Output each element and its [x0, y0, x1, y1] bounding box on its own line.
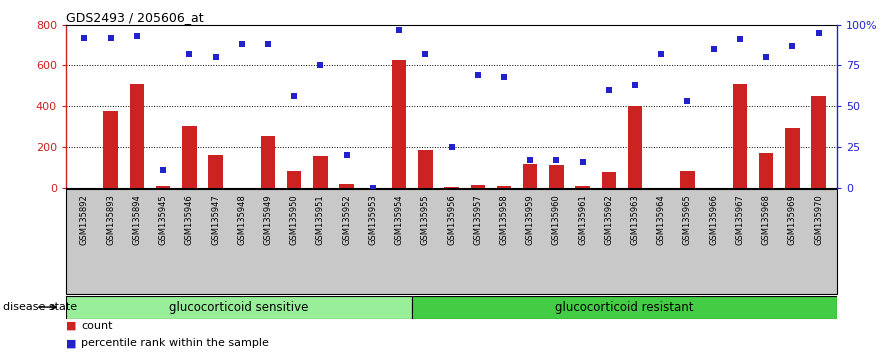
Text: GSM135894: GSM135894	[132, 195, 141, 245]
Point	[497, 74, 511, 80]
Text: GSM135952: GSM135952	[342, 195, 352, 245]
Bar	[261, 136, 275, 188]
Bar	[314, 156, 328, 188]
Text: GSM135957: GSM135957	[473, 195, 482, 245]
Point	[470, 73, 485, 78]
Point	[156, 167, 170, 172]
Text: GSM135947: GSM135947	[211, 195, 220, 245]
Point	[550, 157, 564, 163]
Text: glucocorticoid sensitive: glucocorticoid sensitive	[169, 301, 308, 314]
Point	[366, 185, 380, 190]
Text: GSM135892: GSM135892	[80, 195, 89, 245]
Bar	[66, 296, 411, 319]
Text: GSM135961: GSM135961	[578, 195, 587, 245]
Text: GSM135963: GSM135963	[631, 195, 640, 245]
Bar	[759, 153, 774, 188]
Text: GSM135950: GSM135950	[290, 195, 299, 245]
Point	[575, 159, 589, 164]
Text: disease state: disease state	[3, 302, 77, 312]
Point	[314, 63, 328, 68]
Bar	[392, 61, 406, 188]
Bar	[680, 171, 695, 188]
Text: GSM135951: GSM135951	[316, 195, 325, 245]
Point	[785, 43, 799, 49]
Bar	[733, 84, 747, 188]
Text: GSM135968: GSM135968	[762, 195, 771, 245]
Point	[78, 35, 92, 41]
Bar	[66, 189, 837, 294]
Text: GSM135948: GSM135948	[237, 195, 247, 245]
Bar	[523, 164, 537, 188]
Bar	[103, 111, 118, 188]
Bar	[575, 185, 589, 188]
Text: glucocorticoid resistant: glucocorticoid resistant	[555, 301, 693, 314]
Text: GSM135893: GSM135893	[106, 195, 115, 245]
Bar	[182, 126, 196, 188]
Bar	[411, 296, 837, 319]
Bar	[339, 183, 354, 188]
Bar	[811, 96, 825, 188]
Text: GSM135964: GSM135964	[656, 195, 666, 245]
Text: count: count	[81, 321, 113, 331]
Text: GSM135960: GSM135960	[552, 195, 561, 245]
Text: GSM135959: GSM135959	[526, 195, 535, 245]
Bar	[156, 185, 170, 188]
Text: GSM135970: GSM135970	[814, 195, 823, 245]
Bar	[418, 150, 433, 188]
Bar	[628, 106, 642, 188]
Bar	[549, 165, 564, 188]
Point	[628, 82, 642, 88]
Point	[733, 36, 747, 42]
Text: GSM135962: GSM135962	[604, 195, 613, 245]
Point	[234, 41, 248, 47]
Bar	[208, 155, 223, 188]
Point	[261, 41, 275, 47]
Bar	[497, 185, 511, 188]
Point	[418, 51, 433, 57]
Bar	[602, 172, 616, 188]
Bar	[470, 184, 485, 188]
Point	[602, 87, 616, 93]
Point	[392, 27, 406, 33]
Bar	[287, 171, 301, 188]
Text: GSM135955: GSM135955	[421, 195, 430, 245]
Bar	[785, 127, 800, 188]
Text: GSM135965: GSM135965	[683, 195, 692, 245]
Point	[680, 98, 694, 104]
Point	[759, 55, 774, 60]
Text: GSM135954: GSM135954	[395, 195, 403, 245]
Point	[811, 30, 825, 36]
Point	[339, 152, 353, 158]
Text: GSM135945: GSM135945	[159, 195, 167, 245]
Text: GSM135949: GSM135949	[263, 195, 272, 245]
Text: percentile rank within the sample: percentile rank within the sample	[81, 338, 269, 348]
Text: GSM135966: GSM135966	[709, 195, 718, 245]
Text: GSM135958: GSM135958	[500, 195, 508, 245]
Point	[707, 46, 721, 52]
Bar	[130, 84, 144, 188]
Text: GSM135967: GSM135967	[736, 195, 744, 245]
Point	[130, 33, 144, 39]
Text: ■: ■	[66, 338, 77, 348]
Point	[209, 55, 223, 60]
Text: ■: ■	[66, 321, 77, 331]
Point	[104, 35, 118, 41]
Text: GDS2493 / 205606_at: GDS2493 / 205606_at	[66, 11, 204, 24]
Point	[444, 144, 458, 150]
Text: GSM135946: GSM135946	[185, 195, 194, 245]
Text: GSM135969: GSM135969	[788, 195, 797, 245]
Point	[182, 51, 196, 57]
Point	[655, 51, 669, 57]
Text: GSM135953: GSM135953	[368, 195, 377, 245]
Point	[523, 157, 537, 163]
Point	[287, 93, 301, 99]
Bar	[444, 187, 459, 188]
Text: GSM135956: GSM135956	[447, 195, 456, 245]
